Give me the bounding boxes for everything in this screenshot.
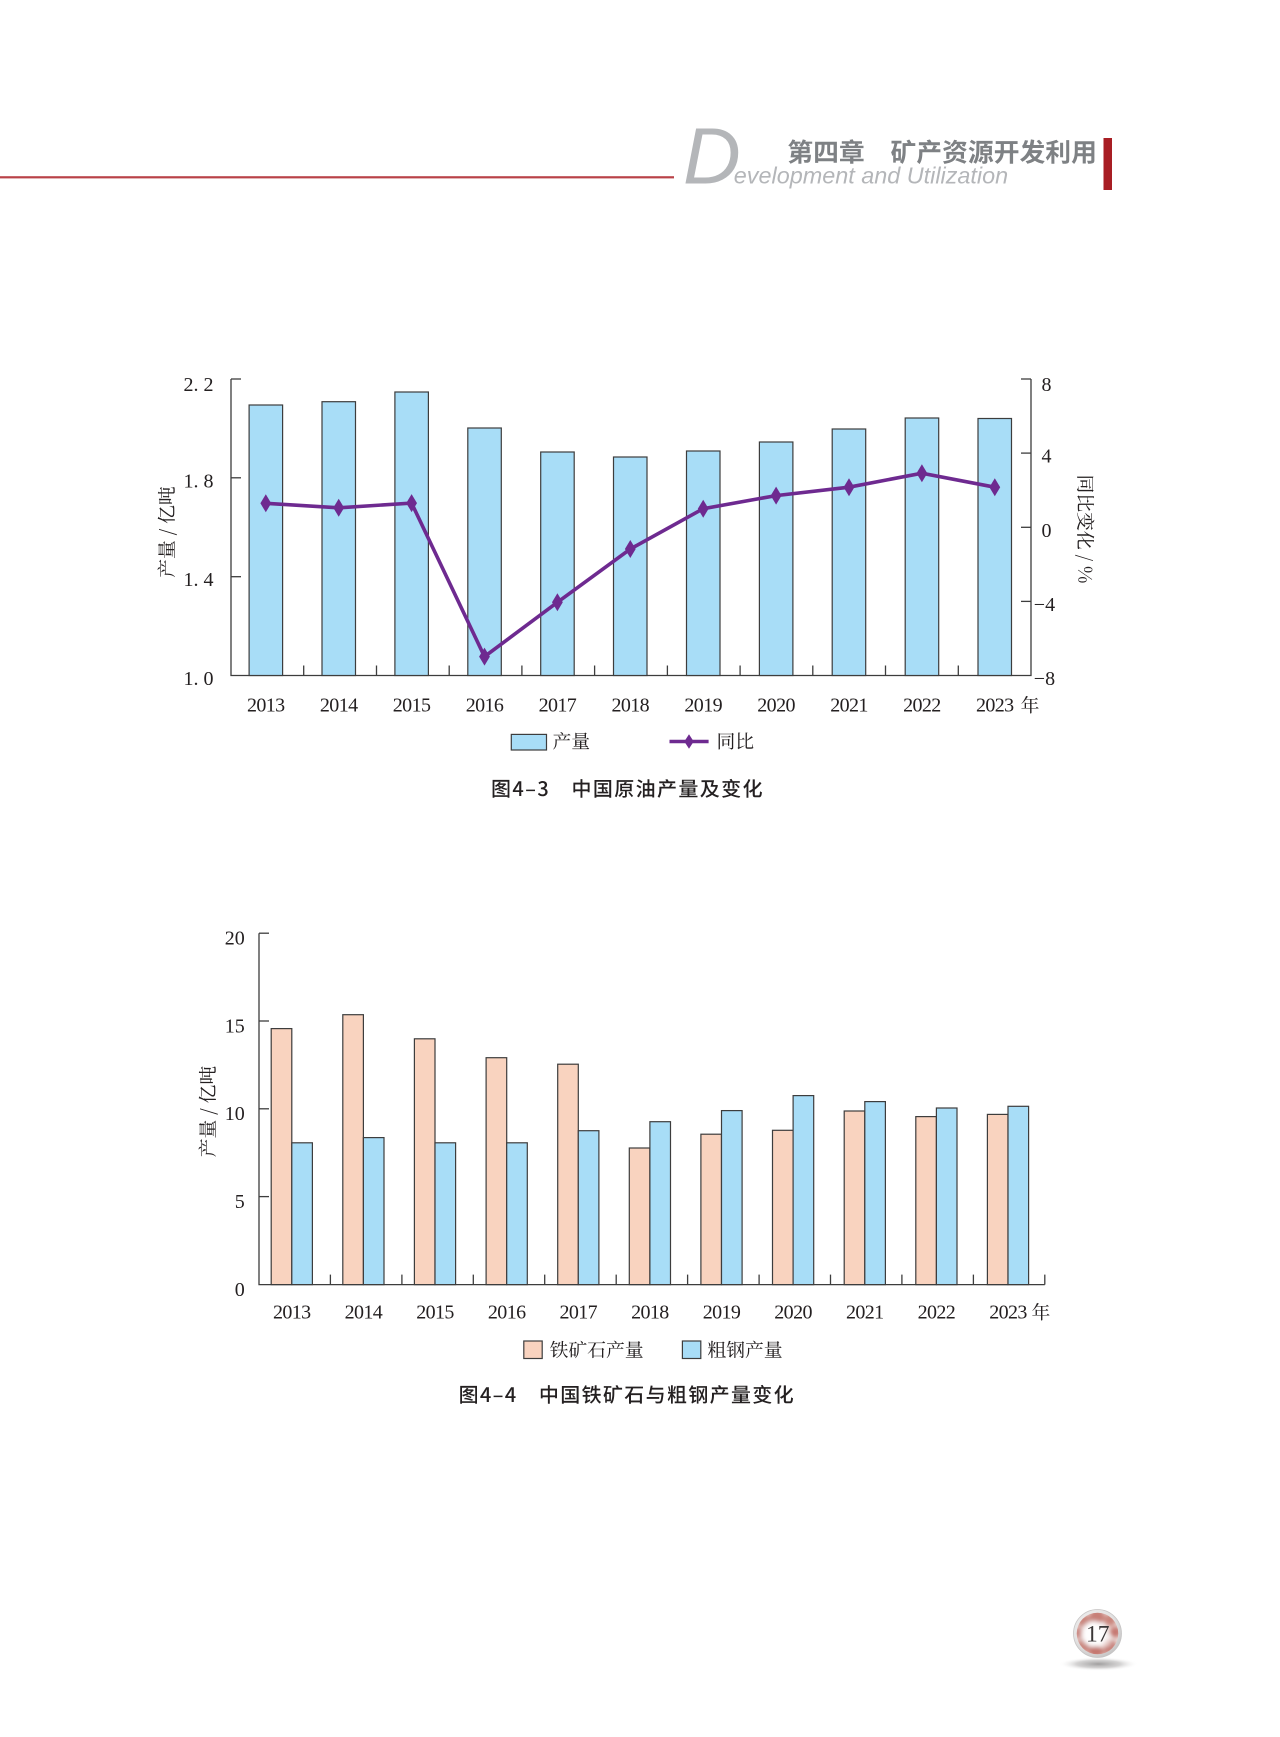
svg-text:−8: −8 xyxy=(1034,668,1055,690)
svg-text:2016: 2016 xyxy=(466,695,504,717)
svg-text:0: 0 xyxy=(235,1279,245,1301)
svg-text:2021: 2021 xyxy=(846,1302,884,1324)
svg-text:2013: 2013 xyxy=(247,695,285,717)
svg-text:2018: 2018 xyxy=(611,695,649,717)
svg-text:evelopment and Utilization: evelopment and Utilization xyxy=(734,163,1008,189)
svg-text:2. 2: 2. 2 xyxy=(184,374,214,396)
svg-text:2019: 2019 xyxy=(703,1302,741,1324)
svg-text:20: 20 xyxy=(225,928,245,950)
svg-text:5: 5 xyxy=(235,1191,245,1213)
svg-text:D: D xyxy=(683,112,741,201)
svg-text:8: 8 xyxy=(1042,374,1052,396)
svg-text:2021: 2021 xyxy=(830,695,868,717)
svg-text:1. 0: 1. 0 xyxy=(184,668,214,690)
svg-text:2022: 2022 xyxy=(903,695,941,717)
svg-text:2015: 2015 xyxy=(416,1302,454,1324)
svg-text:2020: 2020 xyxy=(774,1302,812,1324)
svg-text:10: 10 xyxy=(225,1103,245,1125)
svg-text:2015: 2015 xyxy=(393,695,431,717)
svg-text:0: 0 xyxy=(1042,520,1052,542)
svg-text:2017: 2017 xyxy=(559,1302,597,1324)
svg-text:4: 4 xyxy=(1042,446,1052,468)
svg-text:2023: 2023 xyxy=(976,695,1014,717)
svg-text:1. 8: 1. 8 xyxy=(184,470,214,492)
svg-text:2017: 2017 xyxy=(539,695,577,717)
svg-text:17: 17 xyxy=(1086,1621,1110,1647)
svg-text:−4: −4 xyxy=(1034,594,1055,616)
svg-text:2014: 2014 xyxy=(320,695,358,717)
svg-text:15: 15 xyxy=(225,1015,245,1037)
svg-text:2023: 2023 xyxy=(989,1302,1027,1324)
svg-text:2018: 2018 xyxy=(631,1302,669,1324)
svg-text:2020: 2020 xyxy=(757,695,795,717)
svg-text:2019: 2019 xyxy=(684,695,722,717)
svg-text:1. 4: 1. 4 xyxy=(184,569,214,591)
svg-text:2016: 2016 xyxy=(488,1302,526,1324)
svg-text:2013: 2013 xyxy=(273,1302,311,1324)
svg-text:2014: 2014 xyxy=(345,1302,383,1324)
svg-text:2022: 2022 xyxy=(918,1302,956,1324)
